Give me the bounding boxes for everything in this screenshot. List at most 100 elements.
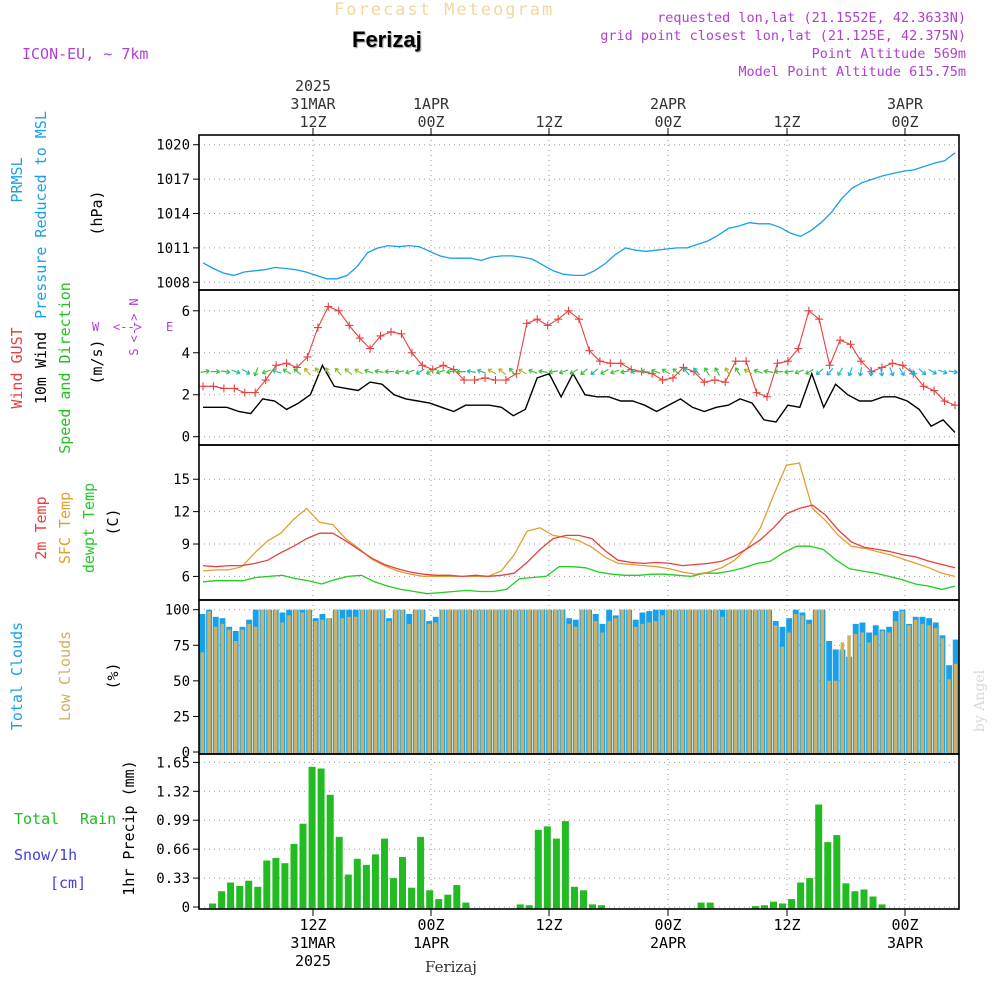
wind-direction-arrow xyxy=(304,367,311,376)
panel-frames xyxy=(198,134,960,910)
precip-bar xyxy=(390,878,397,909)
gust-marker xyxy=(564,306,573,315)
y-tick-label: 0.33 xyxy=(156,871,190,887)
precip-bar xyxy=(381,838,388,909)
precip-bar xyxy=(833,835,841,909)
low-cloud-bar xyxy=(653,621,658,754)
gust-marker xyxy=(731,357,740,366)
low-cloud-bar xyxy=(367,609,371,754)
gust-marker xyxy=(700,378,709,387)
low-cloud-bar xyxy=(340,618,345,754)
y-tick-label: 1011 xyxy=(156,241,190,257)
low-cloud-bar xyxy=(713,609,718,754)
precip-bar xyxy=(842,883,850,909)
precip-bar xyxy=(254,886,262,909)
bottom-axis-label: 12Z xyxy=(773,916,800,934)
precip-bar xyxy=(571,886,578,909)
low-cloud-bar xyxy=(767,609,771,754)
label-hpa: (hPa) xyxy=(88,190,106,235)
low-cloud-bar xyxy=(420,609,425,754)
gust-marker xyxy=(616,359,625,368)
super-title: Forecast Meteogram xyxy=(334,0,555,20)
gust-marker xyxy=(251,388,260,397)
low-cloud-bar xyxy=(473,609,478,754)
wind-direction-arrow xyxy=(508,367,516,376)
gust-marker xyxy=(376,331,385,340)
wind-direction-arrow xyxy=(538,368,548,375)
low-cloud-bar xyxy=(907,625,911,754)
top-axis-label: 00Z xyxy=(891,113,918,131)
gust-marker xyxy=(658,376,667,385)
top-axis-label: 31MAR xyxy=(290,95,336,113)
wind-direction-arrow xyxy=(857,367,864,377)
low-cloud-bar xyxy=(833,680,838,754)
top-axis-label: 12Z xyxy=(299,113,326,131)
wind-direction-arrow xyxy=(324,367,331,376)
gust-marker xyxy=(877,363,886,372)
wind-direction-arrow xyxy=(394,369,405,375)
y-tick-label: 0 xyxy=(182,745,190,761)
label-pressure-msl: Pressure Reduced to MSL xyxy=(32,111,50,319)
label-low-clouds: Low Clouds xyxy=(56,631,74,721)
low-cloud-bar xyxy=(867,642,871,754)
y-tick-label: 25 xyxy=(173,709,190,725)
gust-marker xyxy=(794,344,803,353)
low-cloud-bar xyxy=(307,609,311,754)
y-tick-label: 1014 xyxy=(156,207,190,223)
low-cloud-bar xyxy=(740,609,745,754)
low-cloud-bar xyxy=(560,609,565,754)
grid-point-coordinates: grid point closest lon,lat (21.125E, 42.… xyxy=(600,28,966,44)
low-cloud-bar xyxy=(480,609,485,754)
gust-marker xyxy=(397,329,406,338)
low-cloud-bar xyxy=(587,609,591,754)
wind-direction-arrow xyxy=(651,368,661,374)
wind-direction-arrow xyxy=(528,368,538,374)
precip-bar xyxy=(353,858,361,909)
precip-bar xyxy=(272,857,280,909)
precip-bar xyxy=(851,891,859,909)
bottom-axis-label: 00Z xyxy=(417,916,444,934)
label-wind-gust: Wind GUST xyxy=(8,327,26,408)
gust-marker xyxy=(804,306,813,315)
gust-marker xyxy=(763,392,771,401)
low-cloud-bar xyxy=(940,638,945,754)
gust-marker xyxy=(501,376,510,385)
wind-direction-arrow xyxy=(918,368,927,376)
gust-marker xyxy=(209,382,218,391)
credit-watermark: by Angel xyxy=(972,669,988,733)
low-cloud-bar xyxy=(507,609,511,754)
low-cloud-bar xyxy=(447,609,451,754)
low-cloud-bar xyxy=(227,629,231,754)
wind-direction-arrow xyxy=(334,367,342,376)
wind-direction-arrow xyxy=(889,367,895,377)
gust-marker xyxy=(606,359,615,368)
low-cloud-bar xyxy=(773,625,778,754)
wind-direction-arrow xyxy=(938,369,948,375)
wind-direction-arrow xyxy=(610,369,620,375)
low-cloud-bar xyxy=(707,609,711,754)
wind-direction-arrow xyxy=(734,367,741,376)
precip-bar xyxy=(317,768,325,909)
low-cloud-bar xyxy=(793,614,798,754)
wind-direction-arrow xyxy=(580,368,588,376)
low-cloud-bar xyxy=(727,609,731,754)
y-tick-label: 1017 xyxy=(156,172,190,188)
gust-marker xyxy=(418,361,427,370)
low-cloud-bar xyxy=(627,609,631,754)
gust-marker xyxy=(293,363,301,372)
low-cloud-bar xyxy=(847,635,851,754)
y-tick-label: 0.66 xyxy=(156,842,190,858)
top-axis-label: 2APR xyxy=(650,95,687,113)
label-2m-temp: 2m Temp xyxy=(32,496,50,559)
bottom-axis-label: 12Z xyxy=(535,916,562,934)
compass-east: E xyxy=(166,320,173,334)
precip-bar xyxy=(552,838,560,909)
wind-direction-arrow xyxy=(425,368,435,375)
gust-marker xyxy=(773,359,782,368)
low-cloud-bar xyxy=(247,623,251,754)
wind-direction-arrow xyxy=(753,368,763,374)
wind-direction-arrow xyxy=(743,368,753,375)
gust-marker xyxy=(199,382,207,391)
wind-direction-arrow xyxy=(231,369,241,375)
